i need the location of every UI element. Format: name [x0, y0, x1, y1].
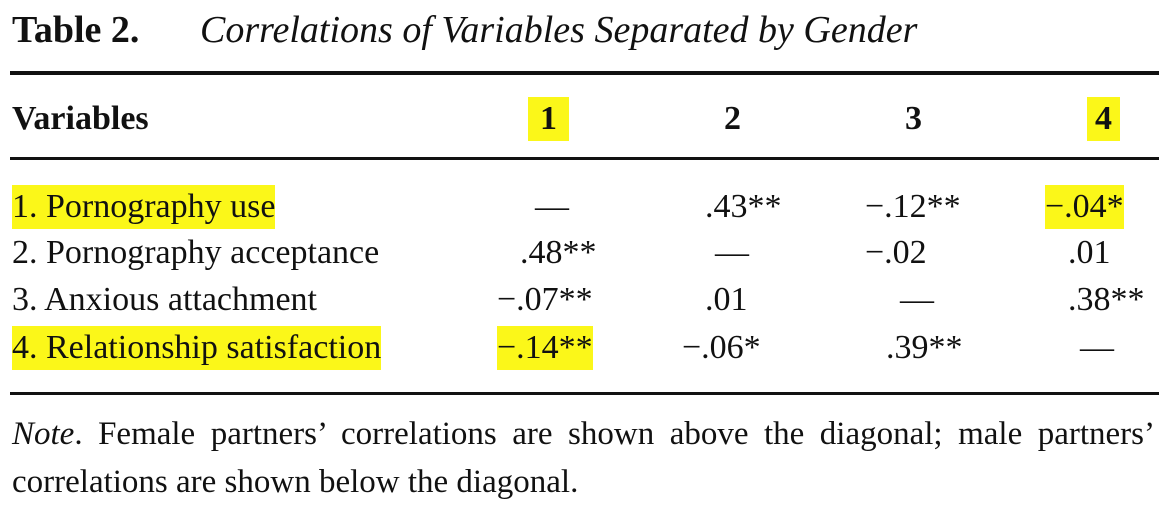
header: 4 — [1087, 97, 1120, 141]
cell: .48** — [520, 234, 597, 271]
cell: — — [535, 188, 569, 225]
cell: .01 — [705, 281, 748, 318]
cell: .39** — [886, 329, 963, 366]
cell: — — [715, 234, 749, 271]
cell: .43** — [705, 188, 782, 225]
table-number: Table 2. — [12, 9, 140, 51]
bottom-rule — [10, 392, 1159, 395]
cell: −.04* — [1045, 185, 1124, 229]
cell: — — [1080, 329, 1114, 366]
row-label: 1. Pornography use — [12, 185, 276, 229]
cell: — — [900, 281, 934, 318]
cell: −.12** — [865, 188, 961, 225]
header: 1 — [528, 97, 569, 141]
row-label: 3. Anxious attachment — [12, 281, 318, 318]
cell: .01 — [1068, 234, 1111, 271]
note: Note. Female partners’ correlations are … — [12, 410, 1155, 506]
cell: −.02 — [865, 234, 927, 271]
header: 3 — [905, 100, 922, 137]
header: Variables — [12, 100, 149, 137]
row-label: 2. Pornography acceptance — [12, 234, 380, 271]
note-text: . Female partners’ correlations are show… — [12, 416, 1155, 500]
row-label: 4. Relationship satisfaction — [12, 326, 382, 370]
cell: −.14** — [497, 326, 593, 370]
table-title: Correlations of Variables Separated by G… — [200, 9, 918, 51]
header: 2 — [724, 100, 741, 137]
cell: −.07** — [497, 281, 593, 318]
top-rule — [10, 71, 1159, 75]
cell: −.06* — [682, 329, 761, 366]
cell: .38** — [1068, 281, 1145, 318]
mid-rule — [10, 157, 1159, 160]
note-label: Note — [12, 416, 75, 452]
